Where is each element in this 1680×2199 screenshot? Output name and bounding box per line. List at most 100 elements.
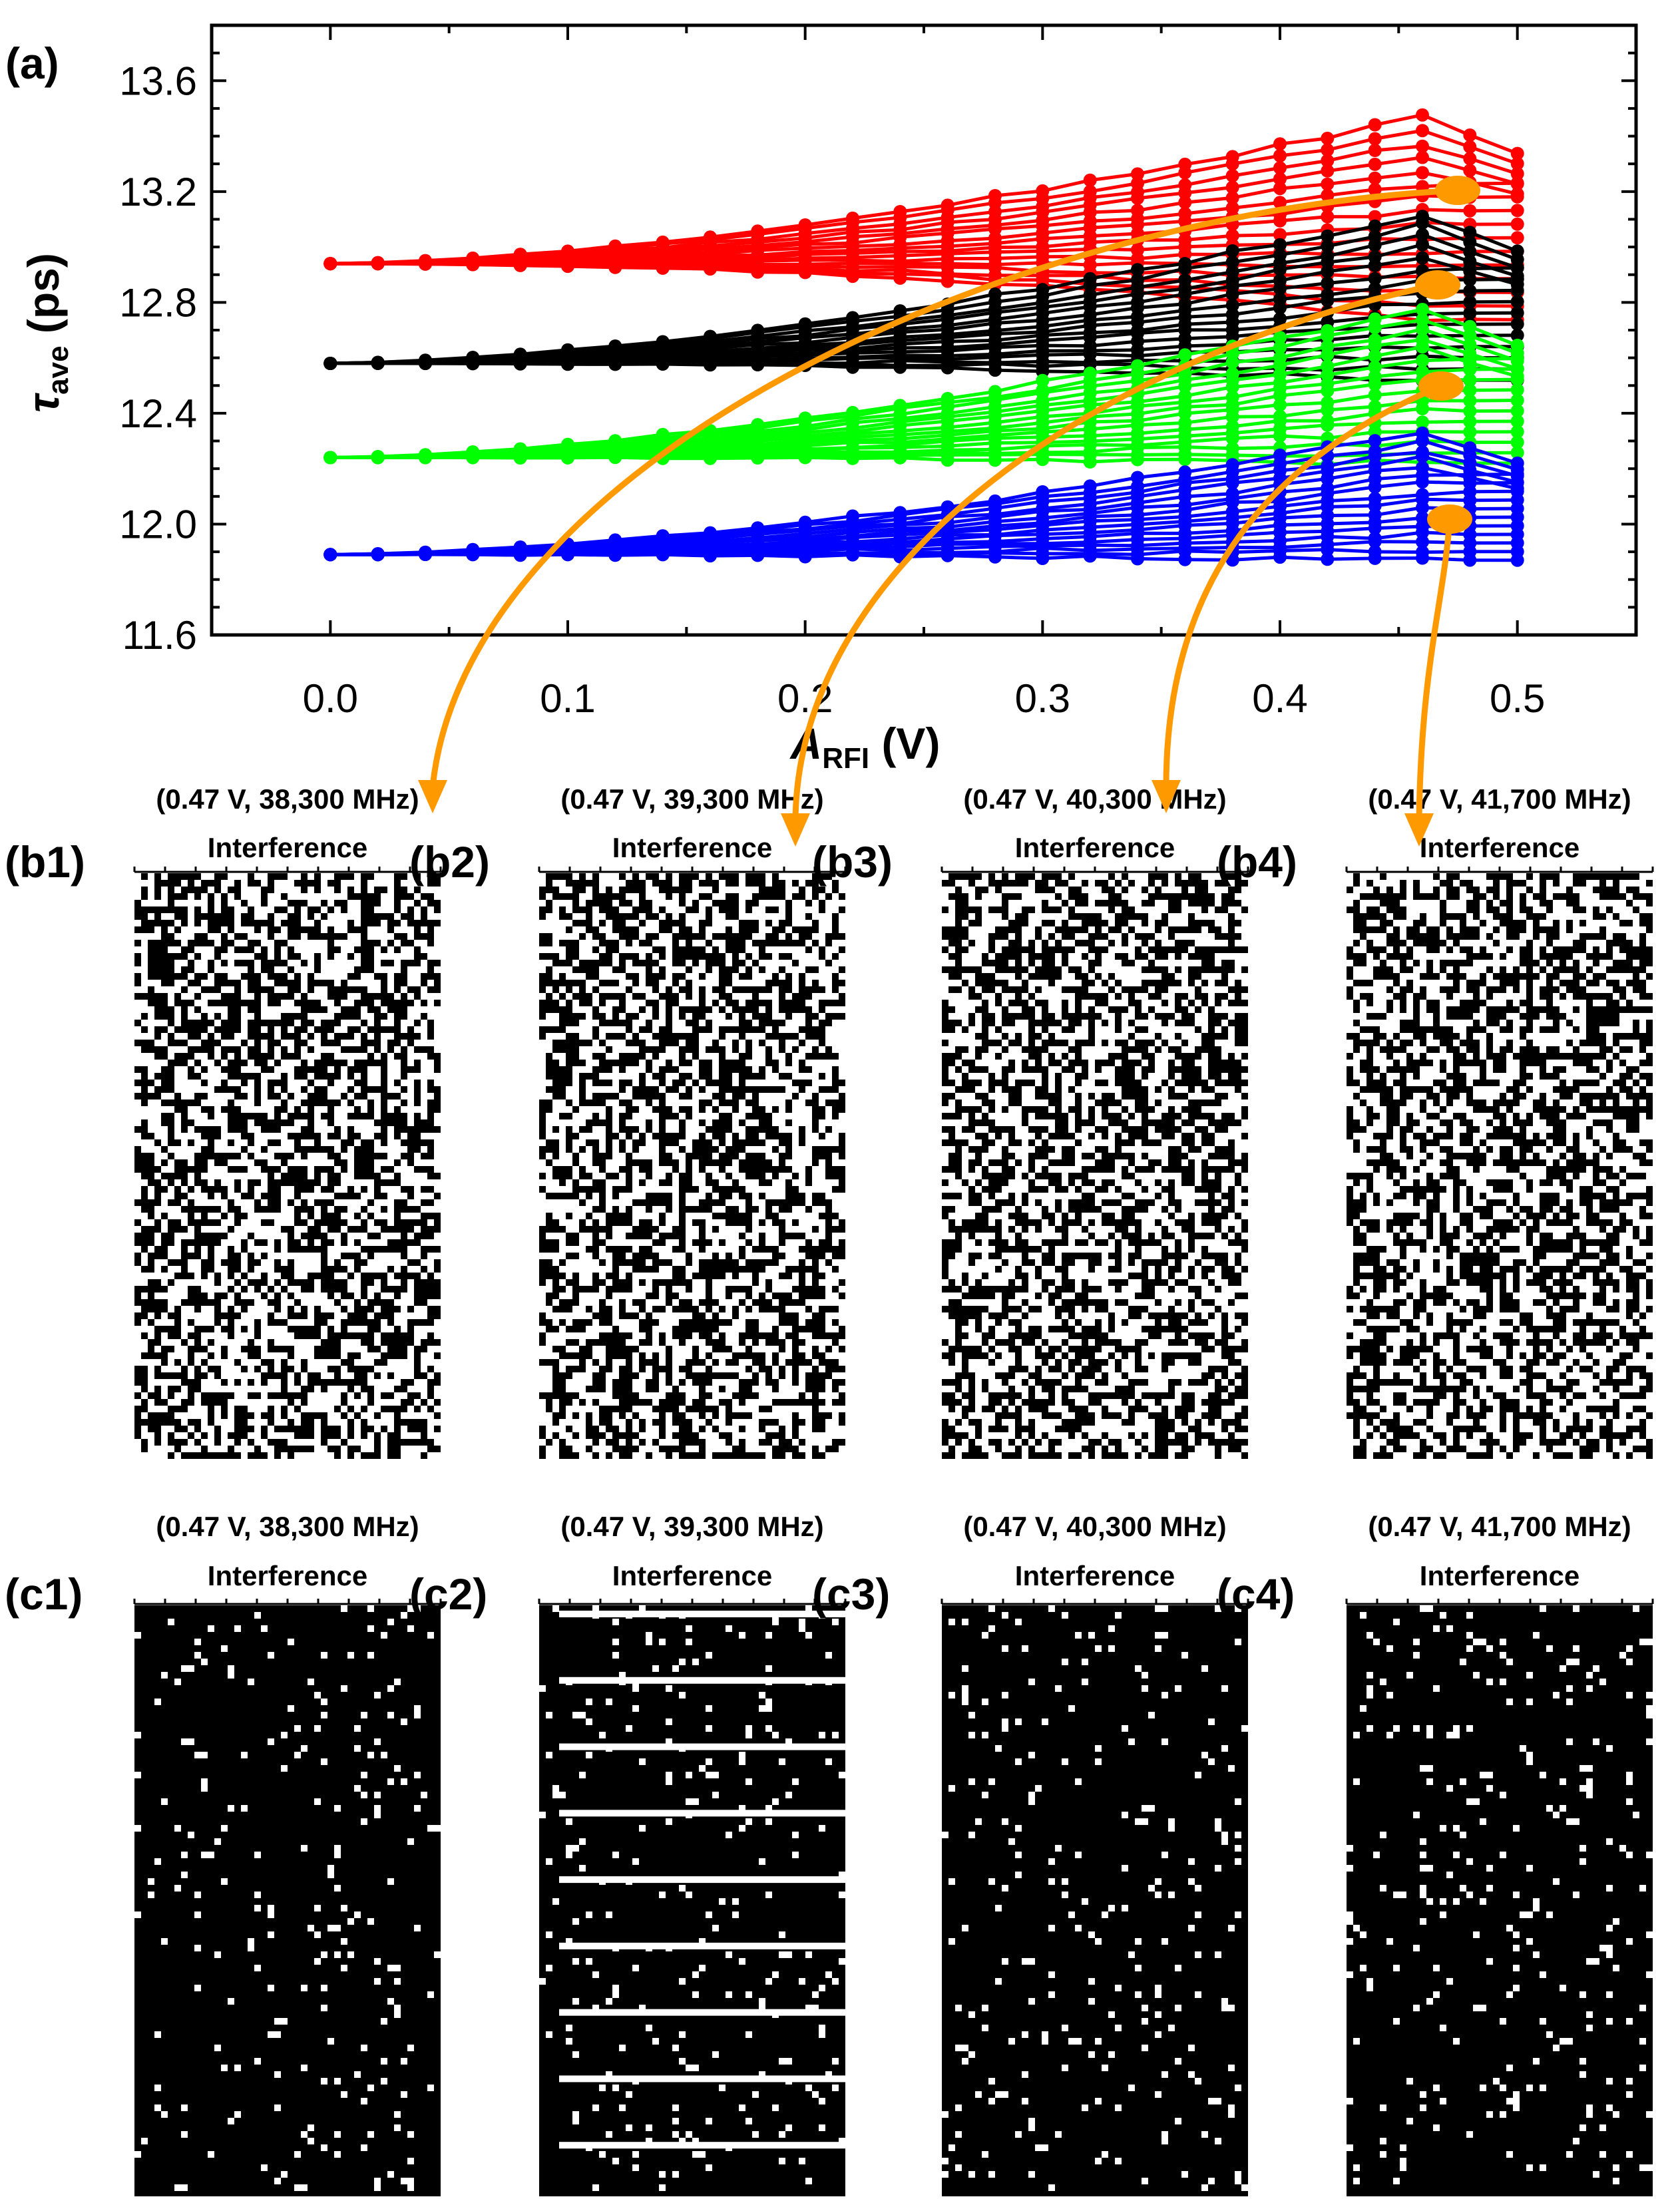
bit-cell [188, 1386, 194, 1392]
bit-cell [308, 1066, 314, 1073]
bit-cell [367, 953, 374, 960]
bit-cell [274, 1206, 281, 1213]
bit-cell [148, 1253, 154, 1259]
bit-cell [819, 1106, 825, 1113]
bit-cell [214, 1432, 221, 1439]
bit-cell [592, 1066, 599, 1073]
bit-cell [606, 1046, 612, 1053]
bit-cell [632, 960, 639, 966]
bit-cell [288, 1113, 294, 1119]
bit-cell [234, 993, 241, 1000]
bit-cell [341, 1046, 347, 1053]
bit-cell [254, 1073, 261, 1080]
bit-cell [141, 1133, 148, 1139]
bit-cell [294, 1213, 301, 1219]
y-axis-title-main: τ [19, 393, 68, 413]
bit-cell [679, 880, 686, 887]
panel-b1: (0.47 V, 38,300 MHz)Interference(b1) [5, 783, 442, 1459]
bit-cell [546, 1139, 552, 1146]
bit-cell [646, 973, 652, 980]
bit-cell [839, 893, 845, 900]
bit-cell [706, 893, 712, 900]
bit-cell [566, 980, 572, 986]
bit-cell [321, 1040, 327, 1046]
bit-cell [394, 1339, 401, 1346]
bit-cell [141, 1239, 148, 1246]
bit-cell [347, 953, 354, 960]
bit-cell [732, 960, 739, 966]
bit-cell [334, 1339, 341, 1346]
black-point [1178, 257, 1192, 271]
bit-cell [732, 1040, 739, 1046]
bit-cell [241, 1080, 248, 1086]
bit-cell [387, 1113, 394, 1119]
y-tick-label: 11.6 [122, 613, 197, 658]
bit-cell [427, 1119, 434, 1126]
bit-cell [381, 1053, 387, 1060]
bit-cell [268, 1366, 274, 1372]
bit-cell [161, 993, 168, 1000]
bit-cell [679, 1060, 686, 1066]
bit-cell [745, 1153, 752, 1159]
bit-cell [141, 1406, 148, 1412]
bit-cell [592, 926, 599, 933]
bit-cell [321, 1026, 327, 1033]
bit-cell [327, 1113, 334, 1119]
bit-cell [168, 980, 174, 986]
bit-cell [301, 1153, 308, 1159]
bit-cell [799, 1060, 805, 1066]
bit-cell [394, 1206, 401, 1213]
bit-cell [759, 966, 765, 973]
bit-cell [732, 940, 739, 946]
blue-point [751, 521, 765, 535]
bit-cell [347, 893, 354, 900]
bit-cell [785, 1106, 792, 1113]
bit-cell [606, 1139, 612, 1146]
bit-cell [612, 893, 619, 900]
bit-cell [799, 933, 805, 940]
bit-cell [268, 966, 274, 973]
bit-cell [572, 1020, 579, 1026]
blue-point [656, 529, 670, 543]
bit-cell [639, 1053, 646, 1060]
bit-cell [819, 946, 825, 953]
bit-cell [268, 1359, 274, 1366]
bit-cell [692, 960, 699, 966]
bit-cell [686, 993, 692, 1000]
bit-cell [168, 1386, 174, 1392]
bit-cell [706, 940, 712, 946]
bit-cell [832, 1113, 839, 1119]
bit-cell [214, 1312, 221, 1319]
bit-cell [221, 940, 228, 946]
bit-cell [248, 1006, 254, 1013]
bit-cell [779, 1033, 785, 1040]
bit-cell [294, 1186, 301, 1193]
bit-cell [347, 1113, 354, 1119]
bit-cell [772, 980, 779, 986]
bit-cell [288, 980, 294, 986]
bit-cell [241, 1412, 248, 1419]
bit-cell [321, 1259, 327, 1266]
bit-cell [154, 1246, 161, 1253]
bit-cell [712, 880, 719, 887]
bit-cell [168, 1439, 174, 1446]
bit-cell [274, 1113, 281, 1119]
bit-cell [387, 1392, 394, 1399]
bit-cell [719, 873, 726, 880]
bit-cell [659, 1073, 666, 1080]
bit-cell [672, 940, 679, 946]
bit-cell [759, 1013, 765, 1020]
bit-cell [387, 1406, 394, 1412]
bit-cell [141, 1086, 148, 1093]
bit-cell [314, 1346, 321, 1352]
bit-cell [792, 960, 799, 966]
bit-cell [686, 966, 692, 973]
bit-cell [301, 1206, 308, 1213]
bit-cell [234, 1266, 241, 1273]
bit-cell [779, 980, 785, 986]
bit-cell [308, 1372, 314, 1379]
bit-cell [726, 1026, 732, 1033]
bit-cell [234, 1119, 241, 1126]
bit-cell [639, 1133, 646, 1139]
bit-cell [268, 933, 274, 940]
